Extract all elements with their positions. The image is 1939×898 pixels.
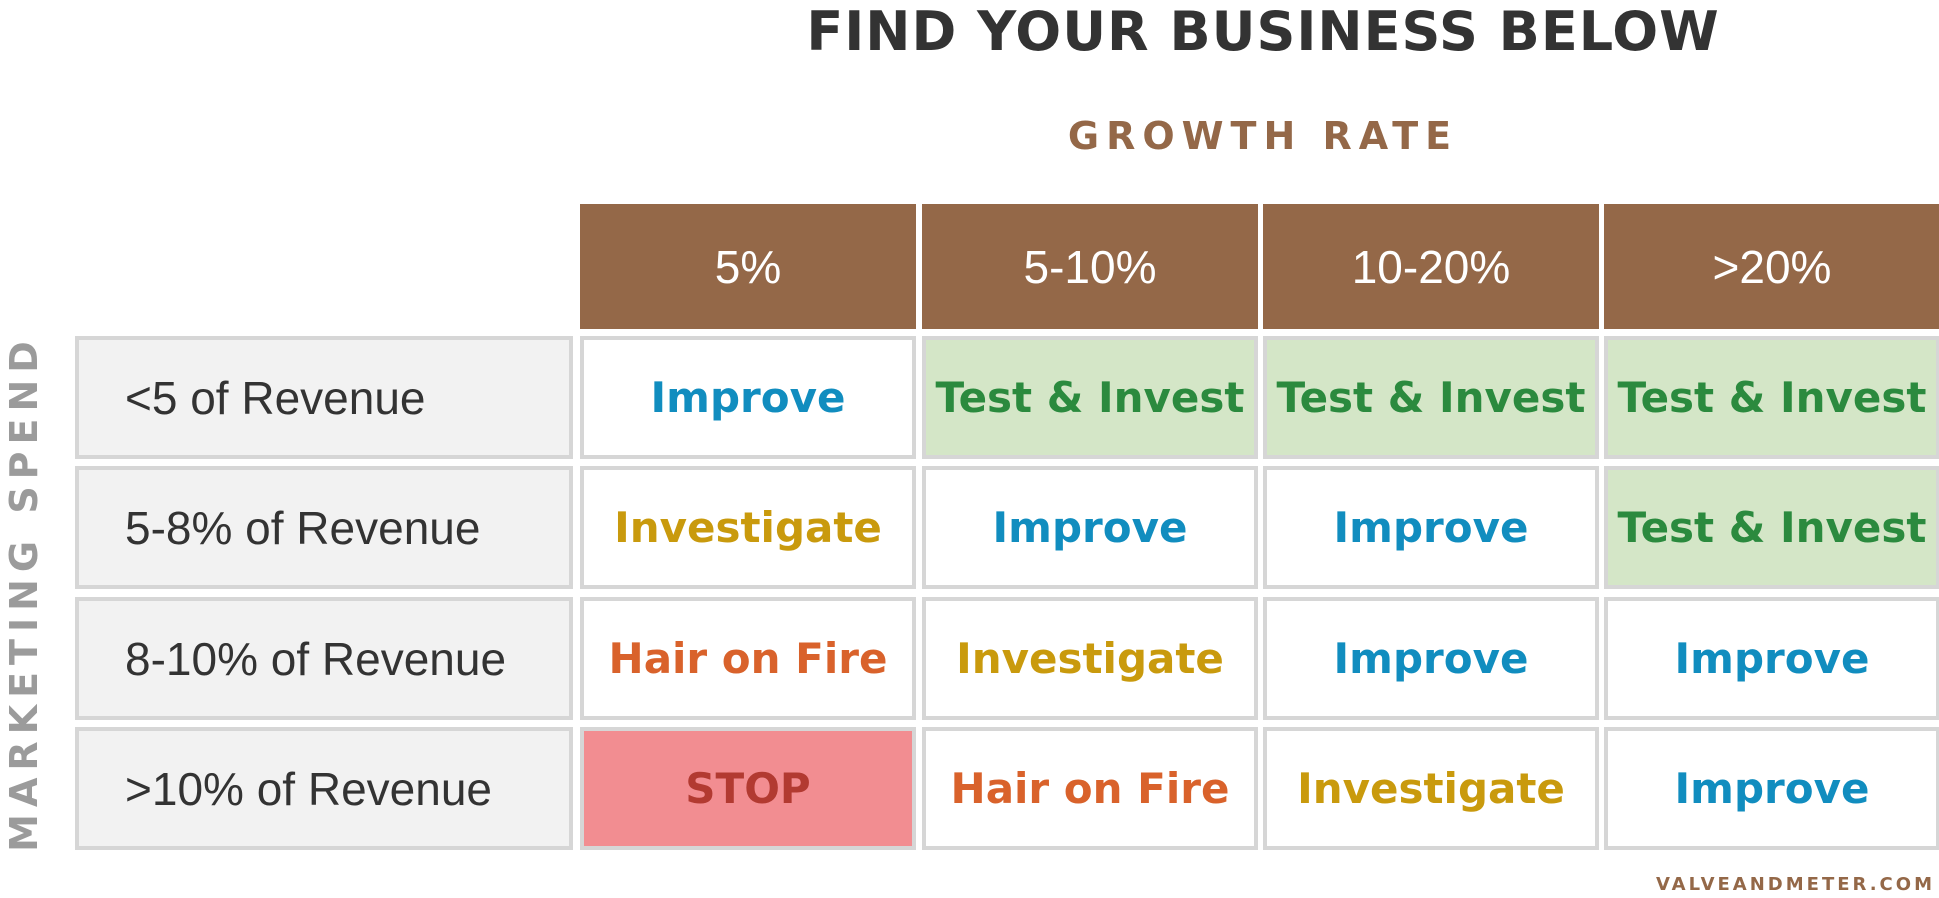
column-header-5: 5% xyxy=(580,204,916,329)
cell-investigate: Investigate xyxy=(922,597,1258,720)
column-header-5-10: 5-10% xyxy=(922,204,1258,329)
cell-stop: STOP xyxy=(580,727,916,850)
cell-improve: Improve xyxy=(922,466,1258,589)
cell-investigate: Investigate xyxy=(580,466,916,589)
page-title: FIND YOUR BUSINESS BELOW xyxy=(806,0,1720,63)
row-header-under-5: <5 of Revenue xyxy=(75,336,573,459)
cell-improve: Improve xyxy=(1263,466,1599,589)
row-header-5-8: 5-8% of Revenue xyxy=(75,466,573,589)
cell-improve: Improve xyxy=(1604,597,1939,720)
row-header-over-10: >10% of Revenue xyxy=(75,727,573,850)
cell-test-invest: Test & Invest xyxy=(1263,336,1599,459)
column-header-10-20: 10-20% xyxy=(1263,204,1599,329)
marketing-spend-axis-wrapper: MARKETING SPEND xyxy=(2,334,46,852)
marketing-spend-axis-label: MARKETING SPEND xyxy=(2,334,47,852)
cell-test-invest: Test & Invest xyxy=(922,336,1258,459)
cell-improve: Improve xyxy=(580,336,916,459)
cell-investigate: Investigate xyxy=(1263,727,1599,850)
cell-improve: Improve xyxy=(1263,597,1599,720)
source-credit: VALVEANDMETER.COM xyxy=(1655,874,1935,895)
growth-rate-axis-label: GROWTH RATE xyxy=(1067,114,1459,158)
cell-test-invest: Test & Invest xyxy=(1604,336,1939,459)
cell-improve: Improve xyxy=(1604,727,1939,850)
cell-hair-on-fire: Hair on Fire xyxy=(580,597,916,720)
cell-test-invest: Test & Invest xyxy=(1604,466,1939,589)
row-header-8-10: 8-10% of Revenue xyxy=(75,597,573,720)
column-header-over-20: >20% xyxy=(1604,204,1939,329)
cell-hair-on-fire: Hair on Fire xyxy=(922,727,1258,850)
